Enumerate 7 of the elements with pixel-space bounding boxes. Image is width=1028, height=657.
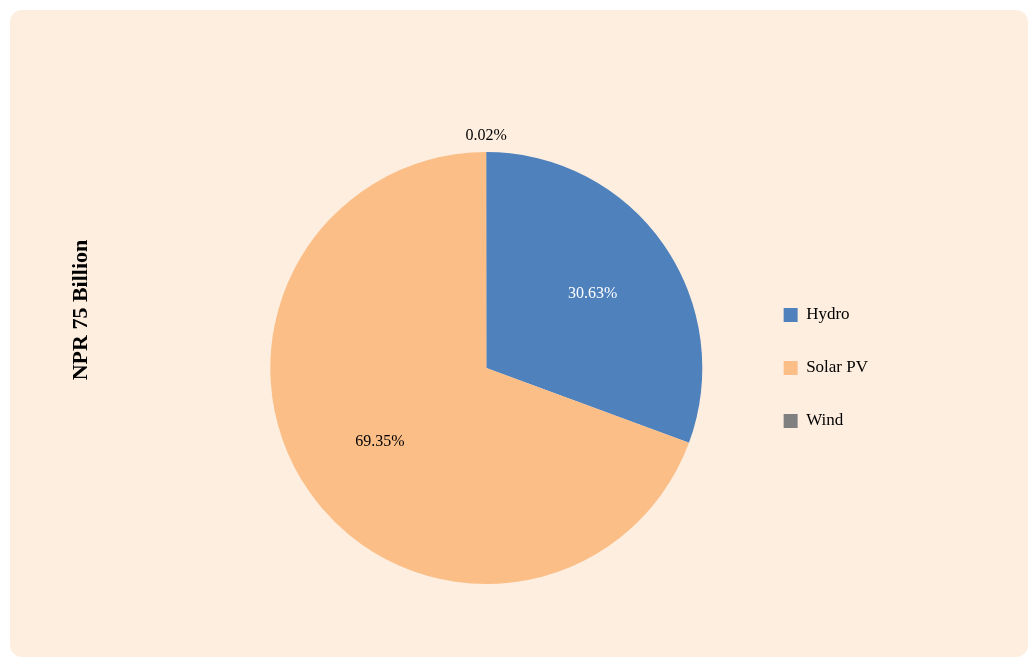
legend-label: Wind <box>806 410 844 430</box>
legend-label: Hydro <box>806 304 850 324</box>
data-label: 30.63% <box>567 284 618 302</box>
text: NPR 75 Billion <box>67 239 93 381</box>
data-label: 69.35% <box>355 432 405 450</box>
data-label: 0.02% <box>465 126 507 144</box>
legend-label: Solar PV <box>806 357 869 377</box>
